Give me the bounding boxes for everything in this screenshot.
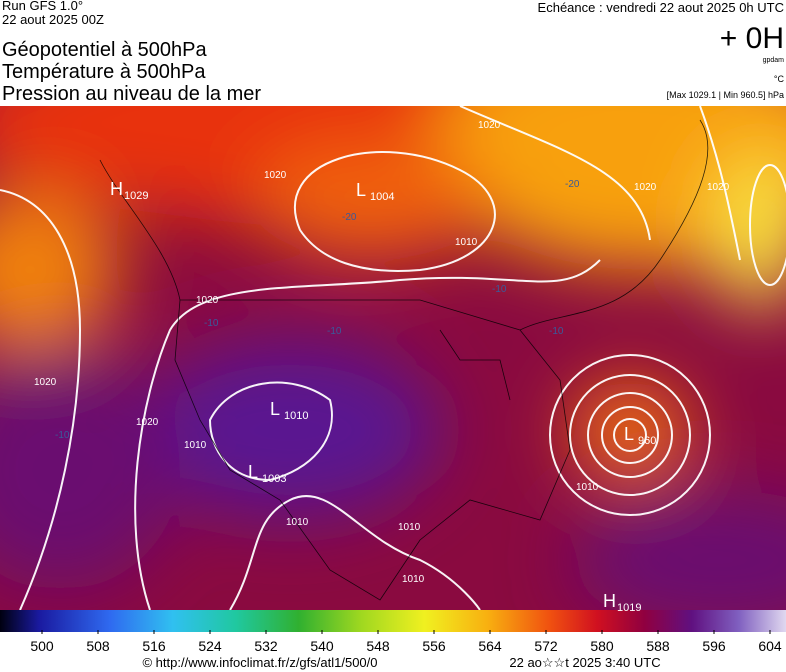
pressure-value: 1029	[124, 190, 148, 202]
isotherm-label: -20	[342, 212, 357, 223]
pressure-symbol: H	[110, 179, 123, 199]
title-line: Géopotentiel à 500hPa	[2, 39, 207, 61]
footer-time: 22 ao☆☆t 2025 3:40 UTC	[509, 655, 660, 670]
run: Run GFS 1.0°	[2, 0, 83, 13]
pressure-symbol: H	[603, 591, 616, 611]
pressure-symbol: L	[270, 399, 280, 419]
isobar-label: 1020	[634, 182, 657, 193]
title-line: Pression au niveau de la mer	[2, 83, 261, 105]
isobar-label: 1020	[34, 377, 57, 388]
isobar-label: 1010	[184, 440, 207, 451]
colorbar-label: 564	[478, 638, 502, 654]
colorbar-ticks: 500 508 516 524 532 540 548 556 564 572 580 588 596 6…	[30, 630, 782, 654]
isobar-label: 1010	[286, 517, 309, 528]
isotherm-label: -10	[549, 326, 564, 337]
pressure-value: 960	[638, 435, 656, 447]
offset: + 0H	[720, 22, 784, 55]
isotherm-label: -10	[55, 430, 70, 441]
unit-gpdam: gpdam	[763, 57, 785, 64]
colorbar-label: 588	[646, 638, 670, 654]
colorbar-label: 524	[198, 638, 222, 654]
max-min: [Max 1029.1 | Min 960.5] hPa	[667, 90, 784, 100]
colorbar-label: 540	[310, 638, 334, 654]
isotherm-label: -20	[565, 179, 580, 190]
isobar-label: 1020	[707, 182, 730, 193]
colorbar-label: 556	[422, 638, 446, 654]
echeance: Echéance : vendredi 22 aout 2025 0h UTC	[538, 0, 784, 15]
pressure-value: 1010	[284, 410, 308, 422]
colorbar-label: 508	[86, 638, 110, 654]
colorbar-label: 596	[702, 638, 726, 654]
colorbar-label: 548	[366, 638, 390, 654]
footer-source: © http://www.infoclimat.fr/z/gfs/atl1/50…	[142, 655, 377, 670]
isotherm-label: -10	[492, 284, 507, 295]
isobar-label: 1010	[402, 574, 425, 585]
colorbar-label: 516	[142, 638, 166, 654]
isotherm-label: -10	[204, 318, 219, 329]
isobar-label: 1020	[196, 295, 219, 306]
unit-celsius: °C	[774, 74, 785, 84]
isobar-label: 1020	[478, 120, 501, 131]
pressure-value: 1003	[262, 473, 286, 485]
colorbar	[0, 610, 786, 632]
title-line: Température à 500hPa	[2, 61, 206, 83]
colorbar-label: 500	[30, 638, 54, 654]
pressure-value: 1004	[370, 191, 394, 203]
isobar-label: 1010	[576, 482, 599, 493]
run-date: 22 aout 2025 00Z	[2, 12, 104, 27]
header: Run GFS 1.0° 22 aout 2025 00Z Echéance :…	[2, 0, 784, 105]
pressure-symbol: L	[248, 462, 258, 482]
colorbar-label: 604	[758, 638, 782, 654]
colorbar-label: 580	[590, 638, 614, 654]
colorbar-label: 532	[254, 638, 278, 654]
pressure-value: 1019	[617, 602, 641, 614]
pressure-symbol: L	[624, 424, 634, 444]
isobar-label: 1020	[264, 170, 287, 181]
isobar-label: 1020	[136, 417, 159, 428]
isotherm-label: -10	[327, 326, 342, 337]
map	[0, 106, 786, 610]
pressure-symbol: L	[356, 180, 366, 200]
colorbar-label: 572	[534, 638, 558, 654]
isobar-label: 1010	[455, 237, 478, 248]
isobar-label: 1010	[398, 522, 421, 533]
